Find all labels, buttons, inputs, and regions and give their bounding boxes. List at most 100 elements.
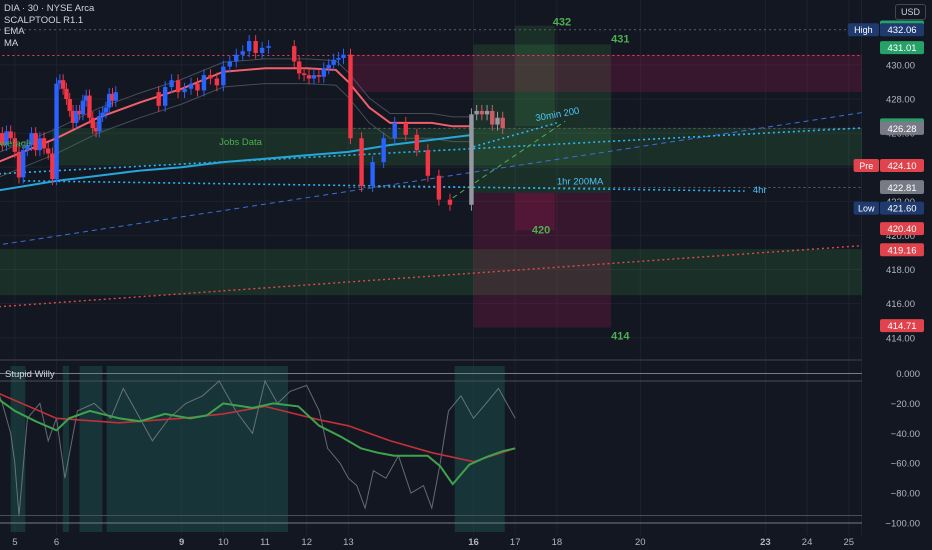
candle-body <box>253 40 258 53</box>
price-badge-value: 422.81 <box>887 183 916 194</box>
candle-body <box>107 93 112 108</box>
annotation-label: 431 <box>611 34 629 46</box>
candle-body <box>29 133 34 146</box>
price-badge-value: 424.10 <box>887 161 916 172</box>
candle-body <box>296 61 302 74</box>
candle-body <box>41 138 47 149</box>
price-badge-value: 420.40 <box>887 224 916 235</box>
willy-tick-label: −100.00 <box>885 519 920 530</box>
zone-red <box>515 192 555 231</box>
candle-body <box>97 116 102 132</box>
time-axis[interactable]: 5 6 9 10 11 12 13 16 17 18 20 23 24 25 <box>0 535 932 550</box>
time-tick-label: 25 <box>843 537 854 548</box>
price-badge <box>880 319 924 333</box>
candle-body <box>425 150 431 176</box>
candle-body <box>54 83 59 180</box>
annotation-label: Jobs Data <box>219 137 262 148</box>
shaded-range <box>106 366 288 532</box>
candle-body <box>46 148 51 154</box>
candle-body <box>201 75 207 91</box>
shaded-range <box>454 366 505 532</box>
candle-body <box>266 46 271 48</box>
price-badge-value: 421.60 <box>887 204 916 215</box>
zone-red <box>352 54 891 93</box>
annotation-label: 432 <box>553 17 571 29</box>
time-tick-label: 18 <box>552 537 563 548</box>
candle-body <box>156 92 161 106</box>
price-badge <box>880 181 924 195</box>
candle-body <box>12 138 18 152</box>
indicator-title[interactable]: Stupid Willy <box>5 369 55 380</box>
shaded-range <box>79 366 103 532</box>
time-axis-bg <box>0 535 932 550</box>
candle-body <box>370 162 375 186</box>
chart-legend: DIA · 30 · NYSE Arca SCALPTOOL R1.1 EMA … <box>4 3 94 49</box>
price-tick-label: 416.00 <box>886 299 915 310</box>
candle-body <box>259 47 265 53</box>
willy-tick-label: −80.00 <box>891 489 920 500</box>
time-tick-label: 5 <box>12 537 17 548</box>
candle-body <box>100 112 105 117</box>
candle-body <box>392 122 397 139</box>
candle-body <box>57 80 63 84</box>
indicator-pane <box>0 366 862 532</box>
time-tick-label: 12 <box>301 537 312 548</box>
price-axis-bg <box>862 0 932 550</box>
candle-body <box>188 83 194 89</box>
candle-body <box>110 93 115 101</box>
candle-body <box>336 58 341 60</box>
candle-body <box>0 133 5 146</box>
candle-body <box>16 151 22 178</box>
price-badge-value: 432.06 <box>887 25 916 36</box>
legend-indicator-ema[interactable]: EMA <box>4 26 25 37</box>
currency-button[interactable]: USD <box>894 4 926 20</box>
candle-body <box>175 80 181 93</box>
price-tick-label: 428.00 <box>886 94 915 105</box>
price-badge <box>880 121 924 135</box>
candle-body <box>214 78 220 86</box>
candle-body <box>292 46 297 62</box>
price-badge-tag <box>853 159 879 173</box>
candle-body <box>348 54 353 139</box>
zone-green <box>515 25 555 127</box>
candle-body <box>67 98 72 111</box>
price-tick-label: 418.00 <box>886 265 915 276</box>
candle-body <box>169 80 174 88</box>
candles-layer <box>0 35 505 211</box>
candle-body <box>474 110 479 115</box>
time-tick-label: 13 <box>343 537 354 548</box>
levels-layer <box>0 29 862 189</box>
price-badge-value: 426.28 <box>887 124 916 135</box>
candle-body <box>70 110 76 123</box>
price-badge <box>880 159 924 173</box>
symbol-title[interactable]: DIA · 30 · NYSE Arca <box>4 3 95 14</box>
price-badge-value: 419.16 <box>887 245 916 256</box>
time-tick-label: 20 <box>635 537 646 548</box>
candle-body <box>25 145 30 151</box>
legend-indicator-ma[interactable]: MA <box>4 37 19 49</box>
willy-tick-label: −20.00 <box>891 399 920 410</box>
candle-body <box>331 59 336 65</box>
candle-body <box>447 199 453 205</box>
trendline <box>0 112 863 246</box>
price-axis[interactable]: 414.00416.00418.00420.00422.00424.00426.… <box>847 0 932 550</box>
candle-body <box>227 61 232 67</box>
time-tick-label: 16 <box>468 537 479 548</box>
willy-tick-label: 0.000 <box>896 369 920 380</box>
candle-body <box>240 51 245 55</box>
candle-body <box>195 83 200 91</box>
price-badge-tag <box>847 23 879 37</box>
annotation-label: 4hr <box>753 185 767 196</box>
zone-red <box>473 192 612 328</box>
legend-indicator-scalptool[interactable]: SCALPTOOL R1.1 <box>4 14 84 26</box>
candle-body <box>479 110 485 115</box>
candle-body <box>182 88 187 93</box>
ema-line <box>0 67 474 163</box>
price-badge <box>880 41 924 55</box>
willy-slow-line <box>0 393 516 463</box>
candle-body <box>37 138 43 151</box>
candle-body <box>208 75 213 79</box>
willy-tick-label: −40.00 <box>891 429 920 440</box>
candle-body <box>306 75 312 79</box>
